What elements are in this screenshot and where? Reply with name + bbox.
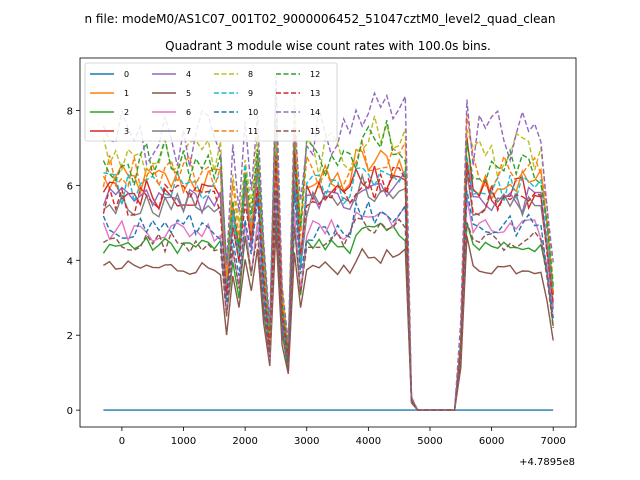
y-tick-label: 8: [67, 106, 73, 117]
series-line-5: [103, 231, 554, 411]
figure-suptitle: n file: modeM0/AS1C07_001T02_9000006452_…: [85, 12, 556, 26]
series-line-11: [102, 114, 554, 411]
legend-label-11: 11: [248, 127, 258, 136]
plot-frame: [79, 57, 577, 428]
series-line-6: [102, 193, 554, 411]
series-line-9: [103, 125, 554, 411]
series-line-10: [102, 188, 554, 411]
legend-label-15: 15: [310, 127, 320, 136]
axis-ticks: 0 1000 2000 3000 4000 5000 6000 7000 0 2 4 6 8: [67, 106, 566, 447]
legend-label-3: 3: [124, 127, 129, 136]
x-offset-label: +4.7895e8: [519, 457, 575, 468]
series-line-12: [102, 88, 554, 411]
x-tick-label: 3000: [294, 436, 319, 447]
series-line-14: [102, 75, 554, 411]
legend-label-12: 12: [310, 70, 320, 79]
legend-label-1: 1: [124, 89, 129, 98]
legend-label-13: 13: [310, 89, 320, 98]
legend-label-7: 7: [186, 127, 191, 136]
series-line-2: [102, 220, 554, 411]
x-tick-label: 0: [119, 436, 125, 447]
legend-label-14: 14: [310, 108, 320, 117]
legend-label-9: 9: [248, 89, 253, 98]
x-tick-label: 7000: [540, 436, 565, 447]
y-tick-label: 6: [67, 181, 73, 192]
y-tick-label: 4: [67, 256, 73, 267]
legend-label-8: 8: [248, 70, 253, 79]
x-tick-label: 4000: [356, 436, 381, 447]
series-line-15: [103, 213, 554, 411]
legend-label-0: 0: [124, 70, 129, 79]
chart-title: Quadrant 3 module wise count rates with …: [165, 39, 491, 53]
legend-label-6: 6: [186, 108, 191, 117]
x-tick-label: 6000: [479, 436, 504, 447]
series-line-4: [102, 148, 554, 411]
legend-label-4: 4: [186, 70, 191, 79]
x-tick-label: 5000: [417, 436, 442, 447]
legend-label-2: 2: [124, 108, 129, 117]
x-tick-label: 2000: [232, 436, 257, 447]
legend-label-5: 5: [186, 89, 191, 98]
legend-label-10: 10: [248, 108, 258, 117]
legend-box: [84, 62, 338, 142]
series-line-7: [102, 155, 554, 411]
x-tick-label: 1000: [171, 436, 196, 447]
y-tick-label: 0: [67, 406, 73, 417]
y-tick-label: 2: [67, 331, 73, 342]
series-line-13: [102, 152, 554, 411]
